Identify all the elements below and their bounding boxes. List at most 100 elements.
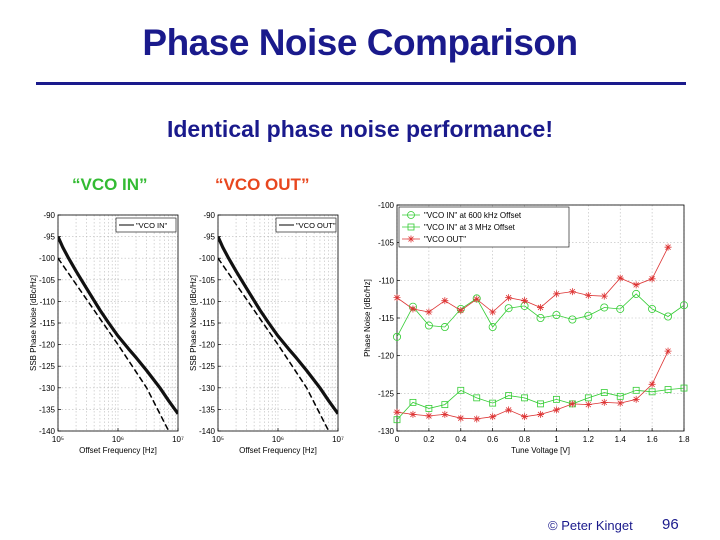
y-tick-label: -125: [378, 389, 395, 398]
y-tick-label: -140: [39, 427, 56, 436]
data-point: [440, 323, 449, 332]
x-tick-label: 10⁵: [52, 435, 64, 444]
data-point: [457, 414, 465, 422]
legend-label: "VCO IN" at 600 kHz Offset: [424, 211, 522, 220]
data-point: [393, 332, 402, 341]
data-point: [441, 297, 449, 305]
y-tick-label: -130: [378, 427, 395, 436]
data-point: [393, 408, 401, 416]
x-axis-label: Offset Frequency [Hz]: [79, 446, 157, 455]
data-point: [521, 394, 528, 402]
data-point: [473, 394, 481, 402]
y-tick-label: -90: [203, 211, 215, 220]
data-point: [425, 412, 433, 420]
x-tick-label: 0: [395, 435, 400, 444]
y-tick-label: -140: [199, 427, 216, 436]
vco-out-caption: “VCO OUT”: [215, 175, 310, 194]
y-tick-label: -115: [200, 319, 216, 328]
data-point: [409, 410, 417, 418]
y-axis-label: SSB Phase Noise [dBc/Hz]: [189, 275, 198, 371]
series-line: [218, 235, 338, 415]
x-tick-label: 0.2: [423, 435, 435, 444]
y-axis-label: SSB Phase Noise [dBc/Hz]: [29, 275, 38, 371]
data-point: [489, 399, 497, 407]
data-point: [457, 306, 465, 314]
data-point: [648, 275, 656, 283]
data-point: [600, 292, 608, 300]
y-tick-label: -135: [199, 405, 216, 414]
legend-box: [398, 206, 570, 248]
data-point: [473, 415, 481, 423]
data-point: [584, 311, 593, 320]
data-point: [409, 398, 417, 406]
x-tick-label: 10⁶: [112, 435, 124, 444]
series-line: [397, 387, 684, 420]
data-point: [584, 401, 592, 409]
data-point: [552, 310, 561, 319]
vco-out-phase-noise-chart: -90 -95 -100 -105 -110 -115 -120 -125 -130 -135 -1…: [189, 211, 344, 455]
slide-subtitle: Identical phase noise performance!: [166, 116, 553, 142]
x-tick-label: 1.8: [678, 435, 690, 444]
x-tick-label: 1.6: [647, 435, 659, 444]
x-tick-label: 1: [554, 435, 559, 444]
x-axis-label: Tune Voltage [V]: [511, 446, 570, 455]
y-tick-label: -110: [379, 276, 395, 285]
data-point: [648, 388, 656, 396]
data-point: [600, 303, 609, 312]
legend-marker: [407, 235, 415, 243]
y-tick-label: -115: [379, 314, 395, 323]
data-point: [537, 410, 544, 418]
y-tick-label: -90: [43, 211, 55, 220]
data-point: [568, 315, 577, 324]
data-point: [632, 386, 640, 394]
y-tick-label: -100: [39, 254, 56, 263]
data-point: [600, 398, 608, 406]
series-line: [397, 293, 684, 337]
y-axis-label: Phase Noise [dBc/Hz]: [363, 279, 372, 357]
y-tick-label: -95: [43, 233, 55, 242]
y-tick-label: -105: [199, 276, 216, 285]
data-point: [505, 294, 513, 302]
data-point: [664, 243, 672, 251]
data-point: [505, 406, 513, 414]
data-point: [616, 392, 624, 400]
legend-label: "VCO IN" at 3 MHz Offset: [424, 223, 516, 232]
data-point: [553, 395, 560, 403]
data-point: [632, 395, 640, 403]
data-point: [425, 308, 433, 316]
data-point: [664, 312, 673, 321]
data-point: [505, 392, 513, 399]
data-point: [537, 400, 544, 408]
data-point: [616, 274, 624, 282]
x-tick-label: 10⁷: [332, 435, 344, 444]
data-point: [584, 291, 592, 299]
y-tick-label: -100: [199, 254, 216, 263]
y-tick-label: -125: [199, 362, 216, 371]
gridlines: [217, 214, 338, 432]
data-point: [489, 308, 497, 316]
data-point: [552, 406, 560, 414]
y-tick-label: -95: [203, 233, 215, 242]
x-axis-label: Offset Frequency [Hz]: [239, 446, 317, 455]
y-tick-label: -120: [39, 341, 56, 350]
legend-box: [115, 217, 177, 233]
y-tick-label: -100: [378, 201, 395, 210]
data-point: [536, 314, 545, 323]
data-point: [568, 400, 576, 408]
y-tick-label: -135: [39, 405, 56, 414]
data-point: [584, 394, 592, 402]
y-tick-label: -120: [378, 352, 395, 361]
data-point: [679, 301, 688, 310]
asymptote-line: [58, 257, 170, 431]
data-point: [409, 305, 417, 313]
data-point: [489, 413, 497, 421]
data-point: [473, 295, 481, 303]
data-point: [616, 304, 625, 313]
legend-marker: [407, 211, 415, 219]
y-tick-label: -105: [378, 239, 395, 248]
legend-label: "VCO OUT": [424, 235, 466, 244]
series-line: [397, 247, 669, 313]
data-point: [632, 281, 640, 289]
legend-box: [275, 217, 337, 233]
